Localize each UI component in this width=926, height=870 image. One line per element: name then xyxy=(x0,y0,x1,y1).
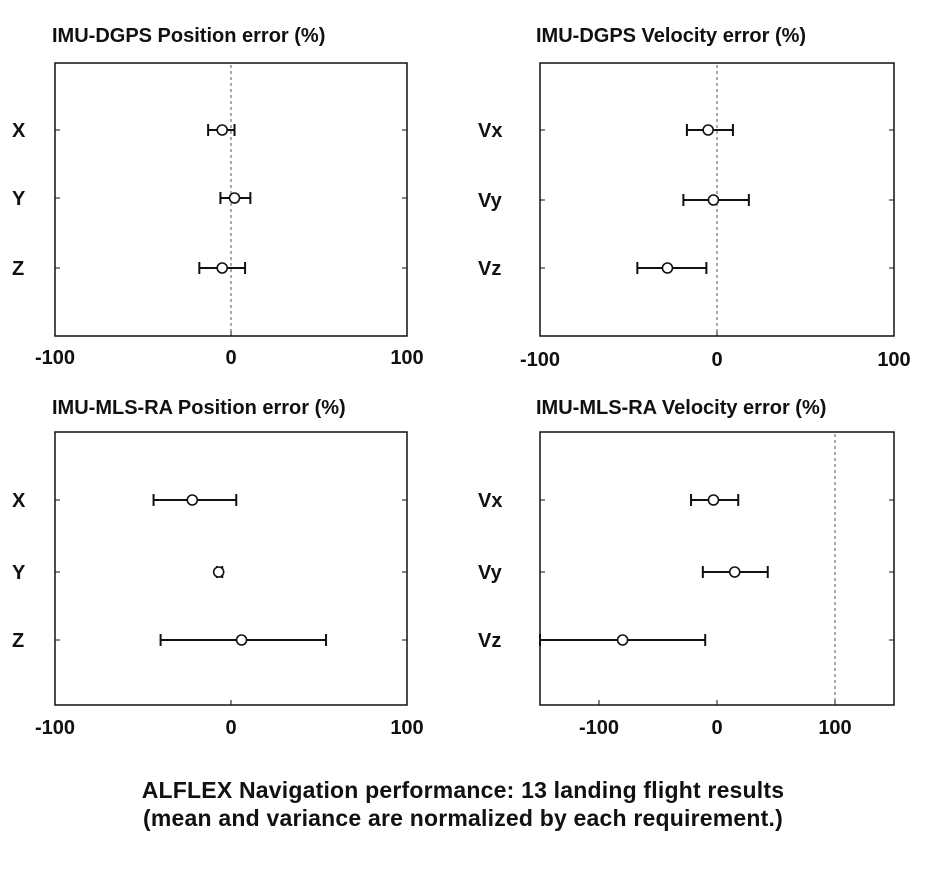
chart-panel-4: IMU-MLS-RA Velocity error (%) -100 0 100 Vx V… xyxy=(478,397,895,739)
mean-marker xyxy=(228,192,241,204)
figure-caption-line-2: (mean and variance are normalized by eac… xyxy=(143,805,783,831)
x-tick-label: 0 xyxy=(711,349,722,371)
mean-marker xyxy=(216,262,228,274)
error-bar-vx xyxy=(690,494,740,506)
error-bar-y xyxy=(212,566,225,578)
error-bar-vz xyxy=(636,262,708,274)
category-label: Vy xyxy=(478,562,503,584)
x-tick-label: -100 xyxy=(520,349,560,371)
x-tick-label: -100 xyxy=(35,347,75,369)
mean-marker xyxy=(616,634,629,646)
x-tick-label: -100 xyxy=(579,717,619,739)
category-label: Vz xyxy=(478,258,501,280)
x-tick-label: 0 xyxy=(711,717,722,739)
error-bar-vx xyxy=(685,124,734,136)
category-label: Y xyxy=(12,562,26,584)
mean-marker xyxy=(661,262,674,274)
chart-title: IMU-DGPS Velocity error (%) xyxy=(536,25,806,47)
x-tick-label: 0 xyxy=(225,347,236,369)
error-bar-z xyxy=(198,262,247,274)
category-label: Z xyxy=(12,630,24,652)
alflex-figure: IMU-DGPS Position error (%)-100 0 100XYZIM… xyxy=(12,25,911,739)
category-label: Vx xyxy=(478,490,502,512)
plot-frame xyxy=(539,431,895,706)
category-label: Vy xyxy=(478,190,503,212)
mean-marker xyxy=(186,494,199,506)
x-tick-label: 100 xyxy=(877,349,910,371)
category-label: X xyxy=(12,490,26,512)
category-label: Vx xyxy=(478,120,502,142)
mean-marker xyxy=(702,124,714,136)
error-bar-y xyxy=(219,192,252,204)
error-bar-vy xyxy=(682,194,750,206)
x-tick-label: 100 xyxy=(818,717,851,739)
chart-panel-1: IMU-DGPS Position error (%) -100 0 100 X Y Z xyxy=(12,25,424,369)
mean-marker xyxy=(212,566,225,578)
mean-marker xyxy=(707,494,720,506)
chart-panel-3: IMU-MLS-RA Position error (%) -100 0 100 X Y Z xyxy=(12,397,424,739)
x-tick-label: 0 xyxy=(225,717,236,739)
x-tick-label: -100 xyxy=(35,717,75,739)
error-bar-vz xyxy=(539,634,707,646)
chart-title: IMU-DGPS Position error (%) xyxy=(52,25,325,47)
category-label: Vz xyxy=(478,630,501,652)
mean-marker xyxy=(707,194,720,206)
mean-marker xyxy=(216,124,228,136)
x-tick-label: 100 xyxy=(390,347,423,369)
error-bar-vy xyxy=(701,566,769,578)
error-bar-x xyxy=(152,494,238,506)
plot-frame xyxy=(54,431,408,706)
category-label: Z xyxy=(12,258,24,280)
mean-marker xyxy=(728,566,741,578)
error-bar-z xyxy=(159,634,328,646)
category-label: X xyxy=(12,120,26,142)
chart-title: IMU-MLS-RA Velocity error (%) xyxy=(536,397,826,419)
mean-marker xyxy=(235,634,248,646)
error-bar-x xyxy=(207,124,236,136)
chart-title: IMU-MLS-RA Position error (%) xyxy=(52,397,346,419)
category-label: Y xyxy=(12,188,26,210)
chart-panel-2: IMU-DGPS Velocity error (%) -100 0 100 Vx Vy V… xyxy=(478,25,911,371)
x-tick-label: 100 xyxy=(390,717,423,739)
figure-caption-line-1: ALFLEX Navigation performance: 13 landin… xyxy=(141,777,785,803)
